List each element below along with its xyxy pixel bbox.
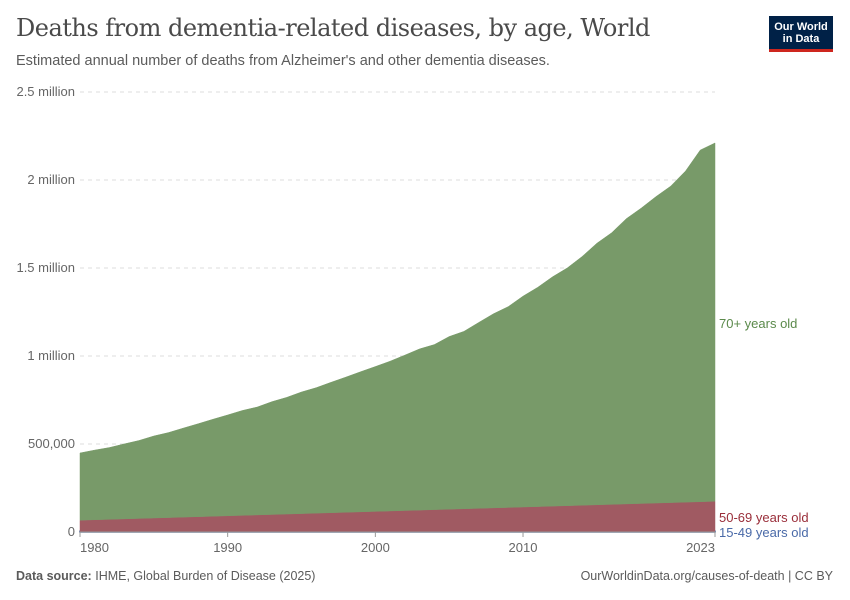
y-tick-label: 2.5 million (16, 84, 75, 99)
footer-link[interactable]: OurWorldinData.org/causes-of-death | CC … (580, 569, 833, 583)
series-label: 70+ years old (719, 316, 797, 331)
area-70-years-old (79, 142, 716, 521)
y-tick-label: 2 million (27, 172, 75, 187)
chart-subtitle: Estimated annual number of deaths from A… (16, 53, 550, 69)
x-tick-label: 1990 (213, 540, 242, 555)
owid-logo[interactable]: Our World in Data (769, 16, 833, 52)
y-tick-label: 500,000 (28, 436, 75, 451)
x-tick-label: 2023 (686, 540, 715, 555)
x-tick-label: 2010 (509, 540, 538, 555)
y-tick-label: 0 (68, 524, 75, 539)
y-tick-label: 1.5 million (16, 260, 75, 275)
x-tick-label: 1980 (80, 540, 109, 555)
series-label: 50-69 years old (719, 510, 809, 525)
y-tick-label: 1 million (27, 348, 75, 363)
x-tick-label: 2000 (361, 540, 390, 555)
data-source: Data source: IHME, Global Burden of Dise… (16, 569, 316, 583)
chart-title: Deaths from dementia-related diseases, b… (16, 14, 650, 42)
series-label: 15-49 years old (719, 525, 809, 540)
